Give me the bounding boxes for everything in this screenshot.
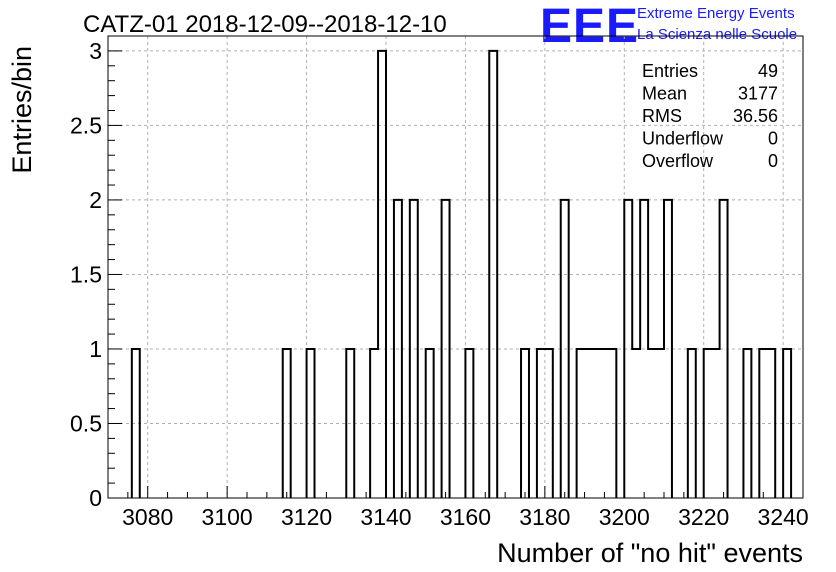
y-tick-label: 1.5 bbox=[70, 261, 102, 287]
y-axis-title: Entries/bin bbox=[7, 46, 37, 174]
x-tick-label: 3220 bbox=[678, 504, 729, 530]
stats-value: 0 bbox=[768, 129, 778, 149]
y-tick-label: 2.5 bbox=[70, 112, 102, 138]
axis-ticks: 3080 3100 3120 3140 3160 3180 3200 3220 324000.5… bbox=[70, 35, 809, 530]
stats-value: 36.56 bbox=[733, 106, 778, 126]
x-tick-label: 3120 bbox=[281, 504, 332, 530]
stats-label: Underflow bbox=[642, 129, 724, 149]
stats-label: Entries bbox=[642, 61, 698, 81]
branding-line-1: Extreme Energy Events bbox=[637, 5, 795, 22]
y-tick-label: 0.5 bbox=[70, 410, 102, 436]
histogram-outline bbox=[130, 49, 793, 498]
x-tick-label: 3180 bbox=[519, 504, 570, 530]
x-tick-label: 3140 bbox=[360, 504, 411, 530]
y-tick-label: 3 bbox=[89, 38, 102, 64]
stats-value: 49 bbox=[758, 61, 778, 81]
x-tick-label: 3080 bbox=[122, 504, 173, 530]
x-tick-label: 3100 bbox=[202, 504, 253, 530]
histogram bbox=[130, 49, 793, 498]
stats-box: Entries 49 Mean 3177 RMS 36.56 Underflow 0 Overf… bbox=[642, 61, 778, 171]
x-axis-title: Number of "no hit" events bbox=[497, 538, 803, 568]
y-tick-label: 0 bbox=[89, 485, 102, 511]
y-tick-label: 1 bbox=[89, 336, 102, 362]
stats-label: Overflow bbox=[642, 151, 714, 171]
plot-frame-border bbox=[107, 35, 804, 499]
stats-label: Mean bbox=[642, 84, 687, 104]
eee-logo: EEE bbox=[540, 0, 639, 53]
x-tick-label: 3160 bbox=[440, 504, 491, 530]
x-tick-label: 3240 bbox=[758, 504, 809, 530]
stats-value: 0 bbox=[768, 151, 778, 171]
stats-value: 3177 bbox=[738, 84, 778, 104]
chart-title: CATZ-01 2018-12-09--2018-12-10 bbox=[83, 11, 447, 38]
y-tick-label: 2 bbox=[89, 187, 102, 213]
branding-line-2: La Scienza nelle Scuole bbox=[637, 26, 797, 43]
x-tick-label: 3200 bbox=[599, 504, 650, 530]
stats-label: RMS bbox=[642, 106, 682, 126]
plot-frame bbox=[107, 35, 804, 499]
